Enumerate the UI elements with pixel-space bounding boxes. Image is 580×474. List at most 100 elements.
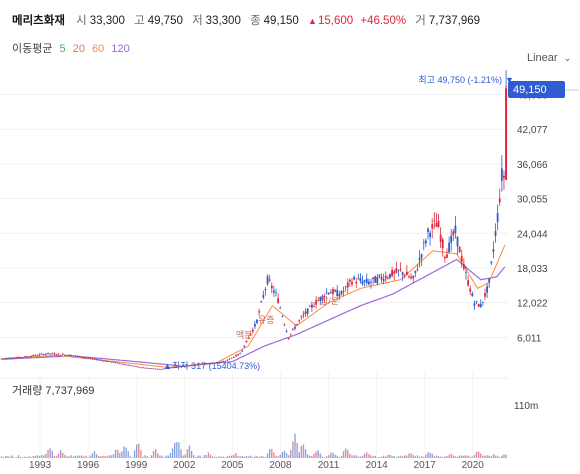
candle-body: [178, 366, 180, 368]
moving-average-legend[interactable]: 이동평균 5 20 60 120: [12, 40, 134, 56]
candle-body: [323, 296, 326, 298]
candle-body: [15, 357, 18, 359]
candle-body: [414, 270, 417, 273]
high-label: 고: [134, 15, 145, 27]
volume-bar: [186, 449, 189, 458]
volume-bar: [150, 455, 153, 458]
volume-bar: [433, 456, 436, 458]
scale-selector[interactable]: Linear ⌄: [527, 52, 571, 64]
candles: [0, 70, 508, 370]
volume-bar: [216, 456, 218, 458]
candle-body: [91, 358, 94, 360]
candle-body: [7, 358, 9, 359]
candle-body: [503, 175, 505, 179]
candle-body: [467, 280, 469, 286]
candle-body: [47, 352, 49, 354]
candle-body: [308, 305, 311, 307]
candle-body: [338, 294, 341, 297]
candle-body: [363, 280, 366, 282]
volume-bar: [24, 456, 26, 458]
volume-bar: [448, 454, 450, 458]
candle-body: [427, 228, 429, 233]
volume-bar: [273, 452, 275, 458]
candle-body: [144, 367, 147, 369]
candle-body: [218, 362, 220, 363]
candle-body: [9, 357, 11, 359]
candle-body: [429, 232, 431, 237]
x-tick-label: 1993: [29, 460, 52, 471]
volume-bar: [281, 451, 284, 458]
candle-body: [59, 354, 62, 356]
candle-body: [125, 364, 128, 366]
volume-bar: [420, 456, 423, 458]
candle-body: [433, 220, 436, 222]
volume-bar: [214, 456, 216, 458]
volume-bar: [205, 455, 208, 458]
candle-body: [148, 368, 151, 369]
candle-body: [30, 356, 33, 357]
candle-body: [173, 366, 176, 368]
candle-body: [175, 366, 178, 368]
candle-body: [454, 225, 457, 233]
y-tick-label: 24,044: [517, 229, 548, 240]
volume-bar: [279, 454, 281, 458]
candle-body: [118, 363, 121, 365]
volume-bar: [224, 457, 227, 458]
candle-body: [313, 306, 315, 307]
candle-body: [53, 353, 56, 355]
volume-bar: [167, 455, 170, 458]
event-merger: 합/분: [320, 296, 339, 306]
candle-body: [410, 276, 412, 279]
volume-bar: [355, 455, 357, 458]
volume-bar: [41, 455, 43, 458]
candle-body: [473, 303, 476, 306]
candle-body: [121, 363, 123, 365]
volume-bar: [127, 451, 129, 458]
ma-20: 20: [72, 43, 85, 55]
candle-body: [247, 337, 250, 339]
candle-body: [241, 350, 244, 352]
volume-bar: [95, 454, 98, 458]
candle-body: [182, 366, 185, 367]
candle-body: [266, 276, 269, 285]
close-value: 49,150: [263, 15, 299, 27]
candle-body: [296, 324, 299, 326]
candle-body: [450, 235, 453, 243]
candle-body: [310, 304, 313, 308]
volume-bar: [91, 453, 94, 458]
candle-body: [370, 281, 372, 283]
volume-bar: [159, 455, 161, 458]
volume-bar: [22, 457, 24, 458]
volume-bar: [237, 455, 239, 458]
volume-bar: [450, 453, 452, 458]
volume-bar: [201, 457, 203, 458]
volume-bar: [317, 450, 319, 458]
volume-bar: [140, 450, 142, 458]
candle-body: [397, 269, 400, 271]
volume-bar: [325, 456, 328, 458]
candle-body: [424, 240, 427, 244]
volume-bar: [171, 448, 174, 458]
volume-bar: [393, 456, 395, 458]
volume-bar: [152, 451, 155, 458]
candle-body: [142, 367, 144, 369]
volume-bar: [0, 456, 3, 458]
x-tick-label: 2005: [221, 460, 244, 471]
volume-bar: [385, 456, 387, 458]
volume-bar: [306, 454, 309, 458]
volume-bar: [79, 455, 81, 458]
candle-body: [249, 333, 252, 335]
candle-body: [431, 224, 434, 229]
volume-bar: [13, 457, 15, 458]
candle-body: [325, 292, 328, 294]
volume-bar: [165, 455, 167, 458]
volume-bar: [142, 456, 144, 458]
candle-body: [207, 363, 210, 364]
candle-body: [272, 290, 275, 293]
volume-bar: [19, 457, 22, 458]
volume-bar: [496, 455, 499, 458]
volume-bar: [49, 448, 51, 458]
moving-average-label: 이동평균: [12, 43, 53, 55]
candle-body: [460, 255, 463, 262]
